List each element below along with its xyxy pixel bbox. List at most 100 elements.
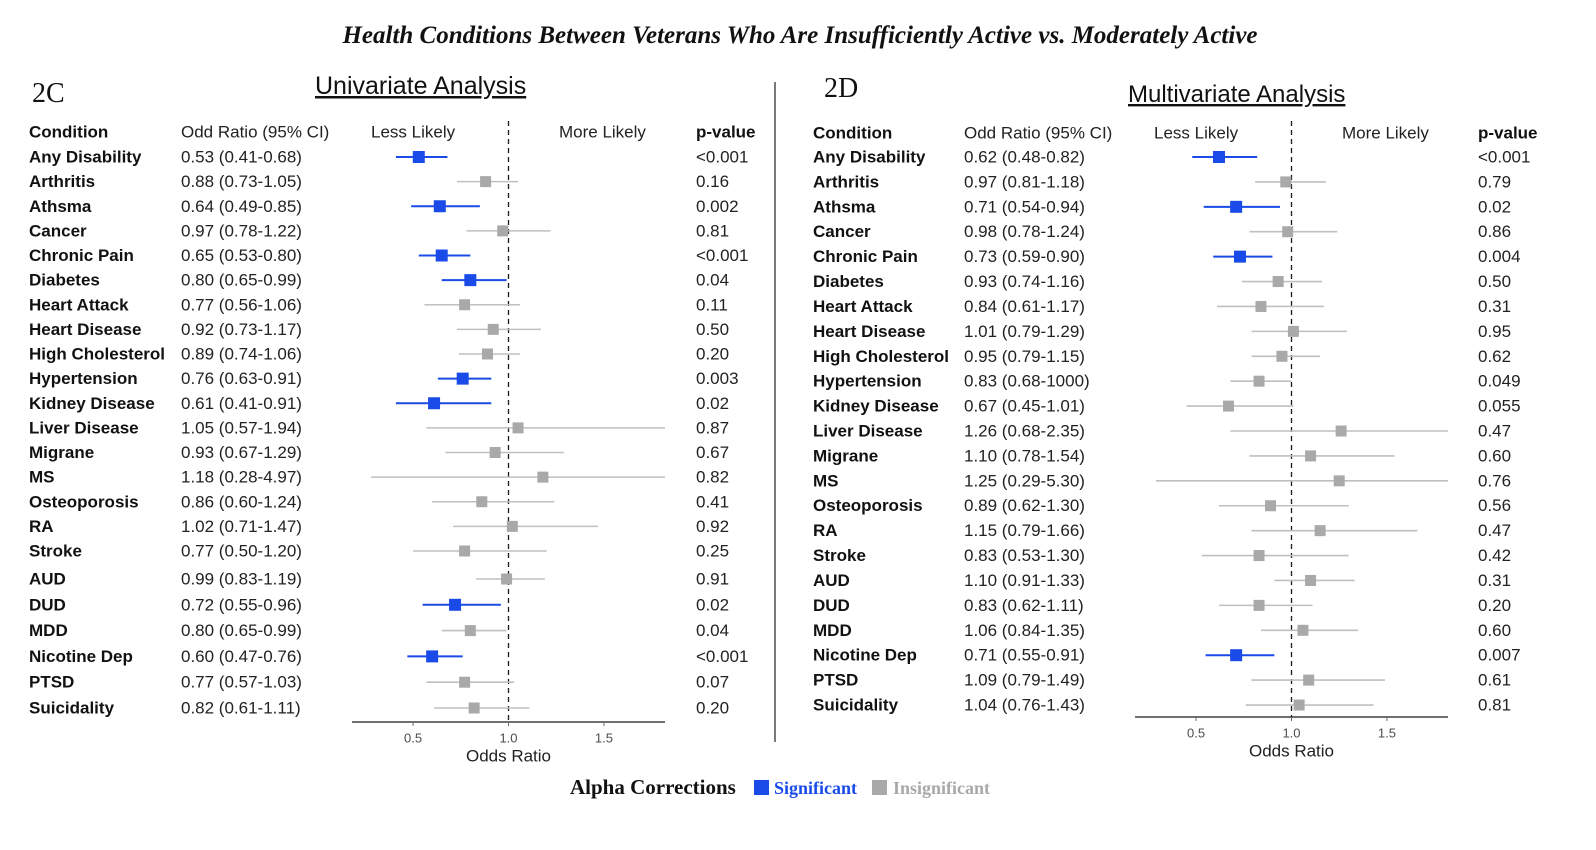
condition-label: MDD — [29, 621, 68, 640]
condition-label: Diabetes — [813, 272, 884, 291]
p-value-label: 0.82 — [696, 468, 729, 487]
condition-label: PTSD — [29, 673, 74, 692]
p-value-label: 0.004 — [1478, 247, 1521, 266]
panel-title: Multivariate Analysis — [1128, 81, 1345, 108]
forest-row: PTSD 0.77 (0.57-1.03) 0.07 — [29, 673, 729, 692]
p-value-label: 0.50 — [696, 320, 729, 339]
p-value-label: <0.001 — [696, 148, 748, 167]
odds-ratio-marker — [459, 299, 471, 311]
odds-ratio-marker — [1335, 425, 1347, 437]
odds-ratio-marker — [1212, 151, 1225, 163]
header-odds-ratio-ci: Odd Ratio (95% CI) — [964, 124, 1112, 143]
p-value-label: 0.055 — [1478, 397, 1521, 416]
legend-significant-swatch — [754, 780, 769, 795]
condition-label: Athsma — [29, 197, 92, 216]
forest-row: Migrane 1.10 (0.78-1.54) 0.60 — [813, 446, 1511, 465]
odds-ratio-marker — [1280, 176, 1292, 188]
odds-ratio-marker — [487, 323, 499, 335]
odds-ratio-marker — [501, 573, 513, 585]
x-tick-label: 0.5 — [404, 731, 422, 746]
forest-row: Any Disability 0.53 (0.41-0.68) <0.001 — [29, 148, 748, 167]
forest-row: Stroke 0.77 (0.50-1.20) 0.25 — [29, 542, 729, 561]
forest-row: Diabetes 0.93 (0.74-1.16) 0.50 — [813, 272, 1511, 291]
p-value-label: 0.79 — [1478, 172, 1511, 191]
odds-ratio-marker — [1233, 250, 1246, 263]
panel-tag: 2C — [32, 78, 65, 109]
odds-ratio-ci-label: 0.80 (0.65-0.99) — [181, 271, 302, 290]
x-tick-label: 1.5 — [1378, 726, 1396, 741]
p-value-label: <0.001 — [1478, 148, 1530, 167]
legend-insignificant-swatch — [872, 780, 887, 795]
odds-ratio-ci-label: 1.09 (0.79-1.49) — [964, 671, 1085, 690]
forest-row: AUD 1.10 (0.91-1.33) 0.31 — [813, 571, 1511, 590]
odds-ratio-ci-label: 0.84 (0.61-1.17) — [964, 297, 1085, 316]
condition-label: DUD — [813, 596, 850, 615]
legend: Alpha Corrections Significant Insignific… — [570, 775, 990, 799]
p-value-label: 0.007 — [1478, 646, 1521, 665]
odds-ratio-marker — [412, 151, 425, 163]
odds-ratio-ci-label: 0.65 (0.53-0.80) — [181, 246, 302, 265]
p-value-label: 0.20 — [696, 699, 729, 718]
multivariate-panel: 2D Multivariate Analysis Condition Odd Rati… — [813, 73, 1538, 761]
odds-ratio-marker — [464, 625, 476, 637]
odds-ratio-marker — [1223, 400, 1235, 412]
p-value-label: 0.81 — [696, 221, 729, 240]
x-axis-title: Odds Ratio — [466, 747, 551, 766]
odds-ratio-marker — [497, 225, 509, 237]
odds-ratio-marker — [464, 274, 477, 287]
p-value-label: 0.20 — [696, 345, 729, 364]
condition-label: Hypertension — [813, 372, 922, 391]
forest-row: MDD 1.06 (0.84-1.35) 0.60 — [813, 621, 1511, 640]
forest-row: Heart Disease 0.92 (0.73-1.17) 0.50 — [29, 320, 729, 339]
odds-ratio-marker — [428, 397, 441, 410]
forest-row: Liver Disease 1.05 (0.57-1.94) 0.87 — [29, 418, 729, 437]
forest-row: MS 1.25 (0.29-5.30) 0.76 — [813, 471, 1511, 490]
condition-label: Kidney Disease — [29, 394, 155, 413]
condition-label: Heart Attack — [29, 295, 129, 314]
condition-label: RA — [813, 521, 838, 540]
odds-ratio-ci-label: 1.10 (0.91-1.33) — [964, 571, 1085, 590]
forest-row: Heart Attack 0.77 (0.56-1.06) 0.11 — [29, 295, 728, 314]
odds-ratio-ci-label: 1.26 (0.68-2.35) — [964, 422, 1085, 441]
p-value-label: 0.61 — [1478, 671, 1511, 690]
odds-ratio-ci-label: 1.02 (0.71-1.47) — [181, 517, 302, 536]
header-p-value: p-value — [1478, 124, 1538, 143]
odds-ratio-ci-label: 0.83 (0.68-1000) — [964, 372, 1090, 391]
condition-label: Liver Disease — [29, 418, 139, 437]
odds-ratio-ci-label: 0.60 (0.47-0.76) — [181, 647, 302, 666]
forest-row: Nicotine Dep 0.60 (0.47-0.76) <0.001 — [29, 647, 748, 666]
odds-ratio-ci-label: 1.04 (0.76-1.43) — [964, 696, 1085, 715]
odds-ratio-marker — [537, 471, 549, 483]
odds-ratio-marker — [1253, 599, 1265, 611]
p-value-label: 0.62 — [1478, 347, 1511, 366]
forest-row: Arthritis 0.88 (0.73-1.05) 0.16 — [29, 172, 729, 191]
odds-ratio-marker — [1282, 226, 1294, 238]
condition-label: Suicidality — [29, 699, 115, 718]
p-value-label: 0.31 — [1478, 571, 1511, 590]
forest-row: Heart Attack 0.84 (0.61-1.17) 0.31 — [813, 297, 1511, 316]
odds-ratio-marker — [435, 249, 448, 262]
p-value-label: 0.31 — [1478, 297, 1511, 316]
odds-ratio-marker — [468, 702, 480, 714]
forest-row: Arthritis 0.97 (0.81-1.18) 0.79 — [813, 172, 1511, 191]
x-tick-label: 1.0 — [499, 731, 517, 746]
odds-ratio-ci-label: 0.97 (0.81-1.18) — [964, 172, 1085, 191]
odds-ratio-marker — [1293, 699, 1305, 711]
forest-row: RA 1.02 (0.71-1.47) 0.92 — [29, 517, 729, 536]
odds-ratio-ci-label: 1.05 (0.57-1.94) — [181, 418, 302, 437]
condition-label: High Cholesterol — [813, 347, 949, 366]
header-more-likely: More Likely — [1342, 124, 1429, 143]
odds-ratio-ci-label: 0.86 (0.60-1.24) — [181, 492, 302, 511]
condition-label: Heart Disease — [29, 320, 141, 339]
legend-title: Alpha Corrections — [570, 775, 736, 799]
p-value-label: 0.95 — [1478, 322, 1511, 341]
odds-ratio-marker — [1297, 624, 1309, 636]
odds-ratio-marker — [1230, 200, 1243, 213]
condition-label: Osteoporosis — [813, 496, 923, 515]
x-tick-label: 1.0 — [1282, 726, 1300, 741]
forest-row: Cancer 0.98 (0.78-1.24) 0.86 — [813, 222, 1511, 241]
odds-ratio-marker — [426, 650, 439, 663]
odds-ratio-ci-label: 0.77 (0.57-1.03) — [181, 673, 302, 692]
forest-row: Kidney Disease 0.61 (0.41-0.91) 0.02 — [29, 394, 729, 413]
p-value-label: 0.16 — [696, 172, 729, 191]
